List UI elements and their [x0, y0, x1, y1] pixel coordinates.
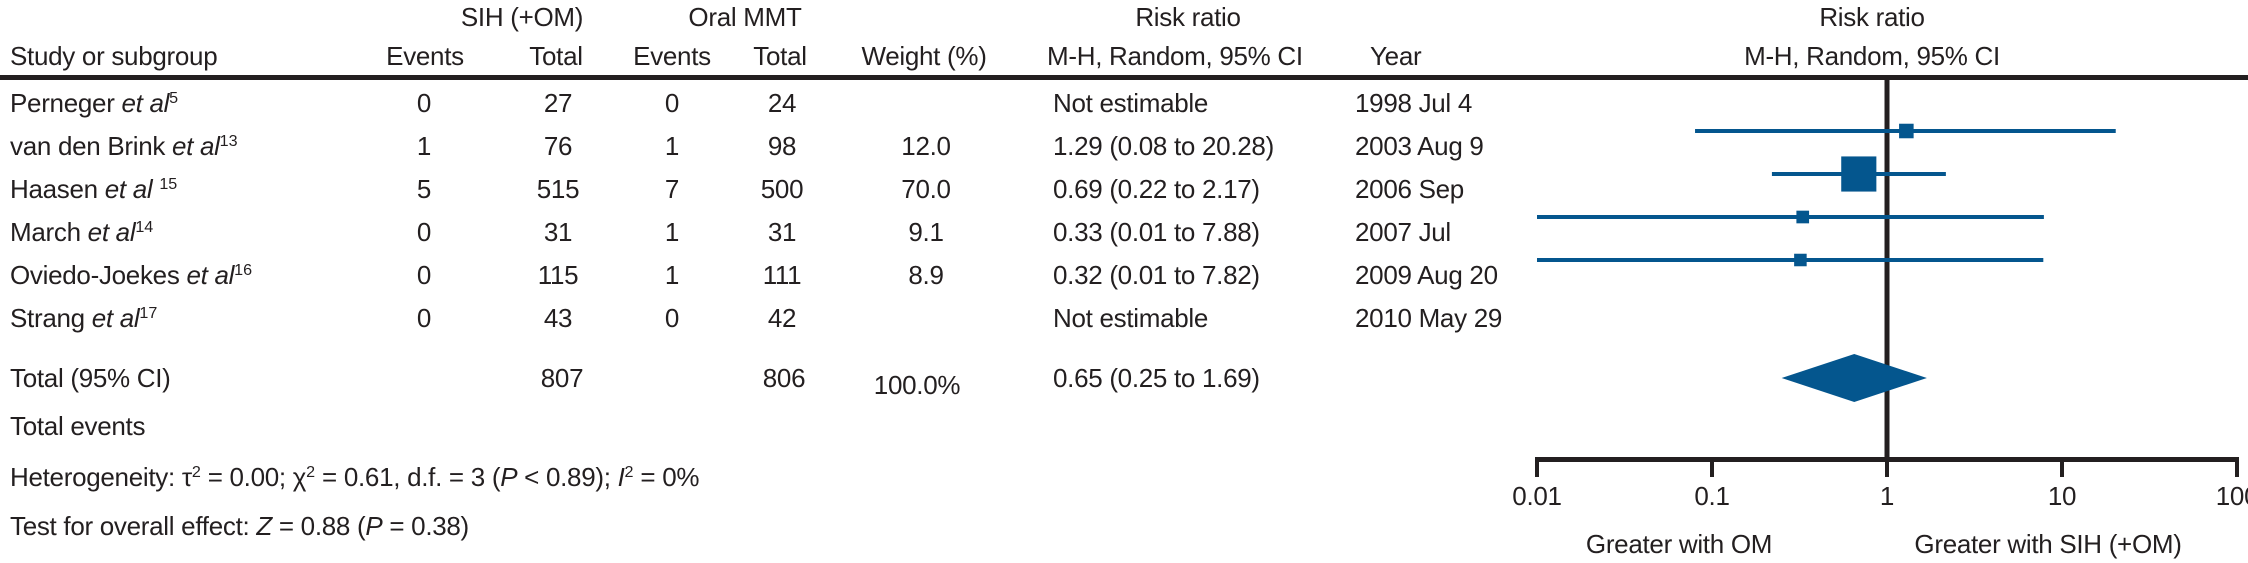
- events-omt-cell: 0: [664, 303, 680, 333]
- null-line: [1884, 80, 1890, 462]
- x-tick-label: 100: [2215, 481, 2248, 511]
- risk-ratio-cell: 0.33 (0.01 to 7.88): [1053, 217, 1260, 247]
- risk-ratio-cell: Not estimable: [1053, 303, 1209, 333]
- total-sih-cell: 76: [543, 131, 573, 161]
- point-estimate-square: [1794, 253, 1807, 267]
- col-header-year: Year: [1370, 41, 1422, 71]
- total-sih-cell: 27: [543, 88, 573, 118]
- total-sih-cell: 115: [537, 260, 579, 290]
- study-name: Haasen et al 15: [10, 174, 178, 204]
- events-omt-cell: 1: [664, 217, 680, 247]
- year-cell: 2003 Aug 9: [1355, 131, 1484, 161]
- weight-cell: 8.9: [908, 260, 944, 290]
- year-cell: 1998 Jul 4: [1355, 88, 1472, 118]
- year-cell: 2009 Aug 20: [1355, 260, 1498, 290]
- x-tick-label: 1: [1879, 481, 1895, 511]
- risk-ratio-cell: 1.29 (0.08 to 20.28): [1053, 131, 1274, 161]
- year-cell: 2006 Sep: [1355, 174, 1464, 204]
- col-header-study: Study or subgroup: [10, 41, 218, 71]
- point-estimate-square: [1796, 210, 1810, 224]
- events-sih-cell: 5: [416, 174, 432, 204]
- events-omt-cell: 7: [664, 174, 680, 204]
- group-header-sih: SIH (+OM): [460, 2, 584, 32]
- direction-label-left: Greater with OM: [1585, 529, 1773, 559]
- weight-cell: 12.0: [901, 131, 951, 161]
- x-tick-label: 10: [2047, 481, 2077, 511]
- total-sih-cell: 43: [543, 303, 573, 333]
- ci-line: [1537, 258, 2044, 262]
- x-axis-line: [1535, 457, 2239, 462]
- events-sih-cell: 1: [416, 131, 432, 161]
- events-sih-cell: 0: [416, 303, 432, 333]
- year-cell: 2010 May 29: [1355, 303, 1503, 333]
- risk-ratio-header-right: Risk ratio: [1819, 2, 1925, 32]
- total-label: Total (95% CI): [10, 363, 171, 393]
- direction-label-right: Greater with SIH (+OM): [1914, 529, 2182, 559]
- study-name: van den Brink et al13: [10, 131, 238, 161]
- study-name: Perneger et al5: [10, 88, 179, 118]
- study-name: Oviedo-Joekes et al16: [10, 260, 253, 290]
- header-rule: [0, 75, 2248, 80]
- point-estimate-square: [1899, 123, 1914, 139]
- heterogeneity-stats: Heterogeneity: τ2 = 0.00; χ2 = 0.61, d.f…: [10, 462, 700, 492]
- col-header-method-right: M-H, Random, 95% CI: [1744, 41, 2000, 71]
- year-cell: 2007 Jul: [1355, 217, 1451, 247]
- events-omt-cell: 1: [664, 131, 680, 161]
- total-omt-cell: 500: [760, 174, 804, 204]
- weight-cell: 9.1: [908, 217, 944, 247]
- total-omt-cell: 24: [767, 88, 797, 118]
- col-header-events-omt: Events: [633, 41, 711, 71]
- risk-ratio-cell: 0.69 (0.22 to 2.17): [1053, 174, 1260, 204]
- x-tick-label: 0.01: [1512, 481, 1562, 511]
- total-sih-cell: 515: [536, 174, 580, 204]
- events-omt-cell: 1: [664, 260, 680, 290]
- total-omt-cell: 31: [767, 217, 797, 247]
- x-axis-tick: [2060, 462, 2064, 477]
- total-sih-sum: 807: [540, 363, 584, 393]
- study-name: Strang et al17: [10, 303, 158, 333]
- x-axis-tick: [1885, 462, 1889, 477]
- total-sih-cell: 31: [543, 217, 573, 247]
- total-weight: 100.0%: [873, 370, 961, 400]
- total-omt-cell: 98: [767, 131, 797, 161]
- group-header-oral-mmt: Oral MMT: [688, 2, 802, 32]
- x-axis-tick: [2235, 462, 2239, 477]
- total-events-label: Total events: [10, 411, 146, 441]
- weight-cell: 70.0: [901, 174, 951, 204]
- summary-diamond: [1781, 354, 1927, 402]
- events-omt-cell: 0: [664, 88, 680, 118]
- total-omt-cell: 111: [762, 260, 802, 290]
- total-risk-ratio: 0.65 (0.25 to 1.69): [1053, 363, 1260, 393]
- total-omt-sum: 806: [762, 363, 806, 393]
- events-sih-cell: 0: [416, 88, 432, 118]
- x-axis-tick: [1535, 462, 1539, 477]
- ci-line: [1537, 215, 2044, 219]
- point-estimate-square: [1841, 156, 1877, 192]
- risk-ratio-cell: 0.32 (0.01 to 7.82): [1053, 260, 1260, 290]
- x-axis-tick: [1710, 462, 1714, 477]
- col-header-method-left: M-H, Random, 95% CI: [1047, 41, 1303, 71]
- col-header-total-sih: Total: [529, 41, 583, 71]
- risk-ratio-cell: Not estimable: [1053, 88, 1209, 118]
- col-header-weight: Weight (%): [861, 41, 987, 71]
- risk-ratio-header-left: Risk ratio: [1135, 2, 1241, 32]
- x-tick-label: 0.1: [1694, 481, 1730, 511]
- total-omt-cell: 42: [767, 303, 797, 333]
- events-sih-cell: 0: [416, 260, 432, 290]
- overall-effect-test: Test for overall effect: Z = 0.88 (P = 0…: [10, 511, 469, 541]
- study-name: March et al14: [10, 217, 154, 247]
- col-header-total-omt: Total: [753, 41, 807, 71]
- col-header-events-sih: Events: [386, 41, 464, 71]
- events-sih-cell: 0: [416, 217, 432, 247]
